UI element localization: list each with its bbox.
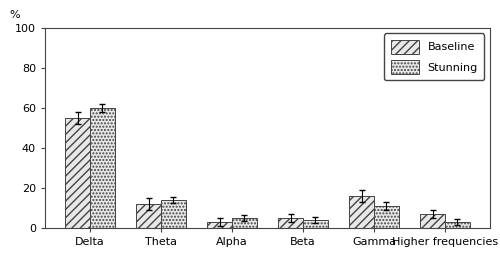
Bar [445, 222, 470, 228]
Bar [232, 218, 257, 228]
Bar [374, 206, 399, 228]
Bar [90, 108, 115, 228]
Bar [65, 118, 90, 228]
Bar [303, 220, 328, 228]
Bar [161, 200, 186, 228]
Legend: Baseline, Stunning: Baseline, Stunning [384, 33, 484, 80]
Bar [420, 214, 445, 228]
Bar [278, 218, 303, 228]
Bar [207, 222, 232, 228]
Text: %: % [10, 10, 20, 20]
Bar [136, 204, 161, 228]
Bar [349, 196, 374, 228]
